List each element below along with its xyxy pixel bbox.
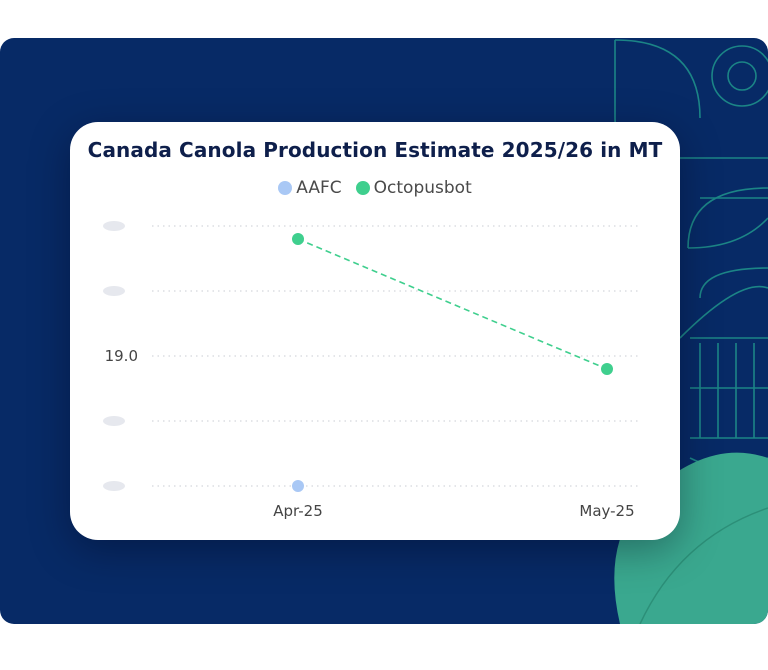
legend-item-aafc[interactable]: AAFC — [278, 178, 342, 198]
legend-label-aafc: AAFC — [296, 178, 342, 198]
y-tick-label: 19.0 — [105, 347, 138, 365]
chart-title: Canada Canola Production Estimate 2025/2… — [87, 138, 663, 162]
data-point-octopusbot[interactable] — [292, 233, 304, 245]
legend-swatch-octopusbot — [355, 181, 370, 195]
y-tick-label-obscured — [103, 221, 125, 231]
data-point-octopusbot[interactable] — [601, 363, 613, 375]
x-tick-label: May-25 — [579, 502, 634, 520]
y-tick-label-obscured — [103, 416, 125, 426]
legend-item-octopusbot[interactable]: Octopusbot — [355, 178, 472, 198]
chart-card: Canada Canola Production Estimate 2025/2… — [70, 122, 680, 540]
y-tick-label-obscured — [103, 481, 125, 491]
series-line-octopusbot — [297, 238, 608, 370]
y-tick-label-obscured — [103, 286, 125, 296]
x-tick-label: Apr-25 — [273, 502, 323, 520]
chart-plot: 19.0 Apr-25 May-25 — [103, 221, 640, 520]
data-point-aafc[interactable] — [292, 480, 304, 492]
legend-swatch-aafc — [278, 181, 293, 195]
chart-legend: AAFC Octopusbot — [70, 178, 680, 198]
legend-label-octopusbot: Octopusbot — [373, 178, 472, 198]
